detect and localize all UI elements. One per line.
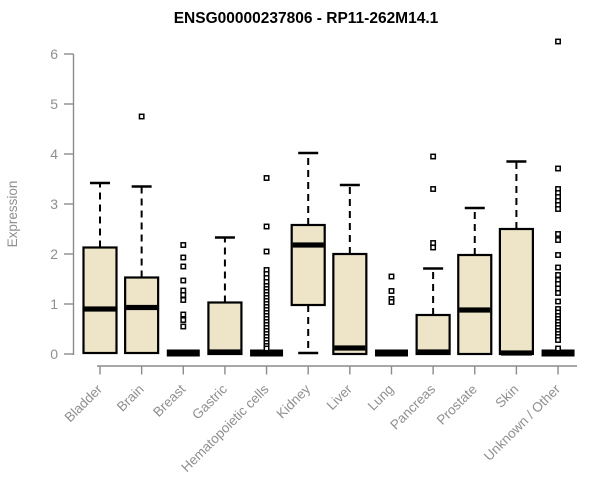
y-tick-label: 3: [50, 196, 58, 212]
box-group-breast: [166, 242, 200, 357]
outlier-point: [555, 298, 561, 305]
outlier-point: [555, 264, 561, 271]
y-tick-label: 6: [50, 46, 58, 62]
median-line: [126, 304, 158, 311]
x-tick-label-lung: Lung: [365, 382, 397, 414]
box-group-brain: [124, 113, 160, 355]
x-tick-label-bladder: Bladder: [62, 381, 106, 425]
median-line: [209, 349, 241, 355]
y-tick-label: 1: [50, 296, 58, 312]
collapsed-box: [166, 349, 200, 357]
outlier-point: [180, 297, 187, 303]
median-line: [334, 345, 366, 351]
box-group-liver: [332, 183, 368, 356]
outlier-point: [180, 287, 187, 294]
median-line: [417, 349, 449, 355]
outlier-point: [388, 273, 395, 280]
collapsed-box: [541, 349, 575, 357]
x-tick-label-unknown-other: Unknown / Other: [481, 381, 564, 464]
box: [82, 246, 118, 355]
chart-title: ENSG00000237806 - RP11-262M14.1: [174, 10, 439, 27]
outlier-point: [430, 240, 437, 246]
outlier-point: [180, 292, 187, 298]
collapsed-box: [374, 349, 408, 357]
median-line: [292, 242, 324, 248]
plot-area: [82, 38, 575, 357]
outlier-point: [555, 272, 561, 278]
outlier-point: [263, 223, 270, 230]
box-group-prostate: [457, 206, 493, 356]
x-tick-label-breast: Breast: [150, 381, 188, 419]
outlier-point: [180, 254, 187, 261]
outlier-point: [555, 165, 561, 172]
outlier-point: [555, 281, 561, 287]
box: [332, 252, 368, 356]
outlier-point: [263, 248, 270, 255]
box-group-kidney: [290, 151, 326, 355]
y-tick-label: 0: [50, 346, 58, 362]
outlier-point: [555, 231, 561, 237]
collapsed-box: [250, 349, 284, 357]
box-group-gastric: [207, 236, 243, 356]
median-line: [500, 350, 532, 356]
outlier-point: [388, 299, 395, 305]
outlier-point: [555, 285, 561, 292]
outlier-point: [180, 242, 187, 248]
x-tick-label-prostate: Prostate: [434, 382, 480, 428]
box: [124, 276, 160, 355]
outlier-point: [138, 113, 145, 120]
outlier-point: [555, 345, 561, 352]
outlier-point: [263, 175, 270, 181]
outlier-point: [180, 277, 187, 284]
outlier-point: [180, 263, 187, 270]
x-tick-label-liver: Liver: [324, 381, 356, 413]
outlier-point: [555, 290, 561, 296]
outlier-point: [555, 337, 561, 343]
outlier-point: [555, 38, 561, 45]
median-line: [84, 306, 116, 312]
x-tick-label-skin: Skin: [492, 382, 521, 411]
box: [207, 301, 243, 356]
y-tick-label: 5: [50, 96, 58, 112]
y-axis-title: Expression: [5, 181, 20, 248]
x-tick-label-gastric: Gastric: [189, 381, 230, 422]
box: [457, 253, 493, 356]
outlier-point: [555, 252, 561, 258]
box-group-hematopoietic-cells: [250, 175, 284, 357]
outlier-point: [555, 237, 561, 243]
outlier-point: [263, 345, 270, 352]
outlier-point: [555, 206, 561, 212]
box-group-pancreas: [415, 153, 451, 356]
x-tick-label-kidney: Kidney: [274, 381, 314, 421]
box: [290, 223, 326, 307]
outlier-point: [430, 186, 437, 192]
box: [415, 313, 451, 356]
median-line: [459, 307, 491, 313]
y-tick-label: 2: [50, 246, 58, 262]
x-tick-label-pancreas: Pancreas: [387, 381, 438, 432]
box-group-skin: [498, 160, 534, 356]
y-tick-label: 4: [50, 146, 58, 162]
box-group-unknown-other: [541, 38, 575, 357]
x-tick-label-brain: Brain: [114, 382, 147, 415]
outlier-point: [388, 288, 395, 294]
outlier-point: [430, 244, 437, 251]
outlier-point: [180, 323, 187, 330]
box-group-bladder: [82, 181, 118, 355]
box: [498, 227, 534, 356]
outlier-point: [180, 311, 187, 318]
outlier-point: [180, 317, 187, 323]
outlier-point: [430, 153, 437, 160]
box-group-lung: [374, 273, 408, 357]
